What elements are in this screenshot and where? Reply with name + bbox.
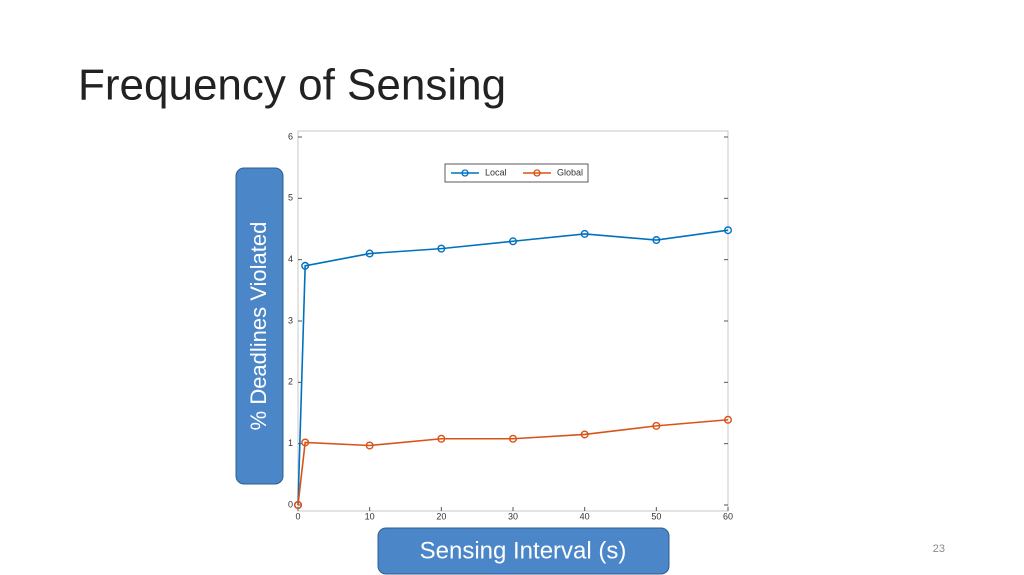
y-axis-label: % Deadlines Violated bbox=[246, 222, 271, 431]
x-tick-label: 0 bbox=[295, 511, 300, 521]
y-tick-label: 4 bbox=[288, 254, 293, 264]
point bbox=[294, 501, 303, 510]
y-tick-label: 1 bbox=[288, 438, 293, 448]
point bbox=[509, 434, 518, 443]
x-tick-label: 30 bbox=[508, 511, 518, 521]
point bbox=[724, 415, 733, 424]
point bbox=[580, 430, 589, 439]
x-tick-label: 50 bbox=[651, 511, 661, 521]
point bbox=[301, 261, 310, 270]
x-tick-label: 60 bbox=[723, 511, 733, 521]
xlabel-box bbox=[377, 527, 670, 575]
legend-box bbox=[444, 163, 589, 183]
point bbox=[724, 226, 733, 235]
series-line bbox=[297, 229, 729, 506]
y-tick-label: 0 bbox=[288, 499, 293, 509]
point bbox=[652, 236, 661, 245]
point bbox=[365, 441, 374, 450]
y-tick-label: 2 bbox=[288, 377, 293, 387]
x-tick-label: 10 bbox=[365, 511, 375, 521]
x-tick-label: 40 bbox=[580, 511, 590, 521]
x-tick-label: 20 bbox=[436, 511, 446, 521]
point bbox=[580, 229, 589, 238]
legend-marker bbox=[533, 169, 541, 177]
page-number: 23 bbox=[933, 543, 945, 555]
point bbox=[437, 244, 446, 253]
point bbox=[365, 249, 374, 258]
point bbox=[301, 438, 310, 447]
y-tick-label: 5 bbox=[288, 193, 293, 203]
ylabel-box bbox=[235, 167, 284, 485]
y-tick-label: 3 bbox=[288, 315, 293, 325]
x-axis-label: Sensing Interval (s) bbox=[420, 537, 627, 564]
point bbox=[509, 237, 518, 246]
series-line bbox=[297, 418, 729, 506]
legend-marker bbox=[461, 169, 469, 177]
point bbox=[652, 421, 661, 430]
point bbox=[437, 434, 446, 443]
y-tick-label: 6 bbox=[288, 131, 293, 141]
legend-label: Global bbox=[557, 167, 583, 177]
slide-title: Frequency of Sensing bbox=[78, 61, 506, 110]
legend-label: Local bbox=[485, 167, 507, 177]
